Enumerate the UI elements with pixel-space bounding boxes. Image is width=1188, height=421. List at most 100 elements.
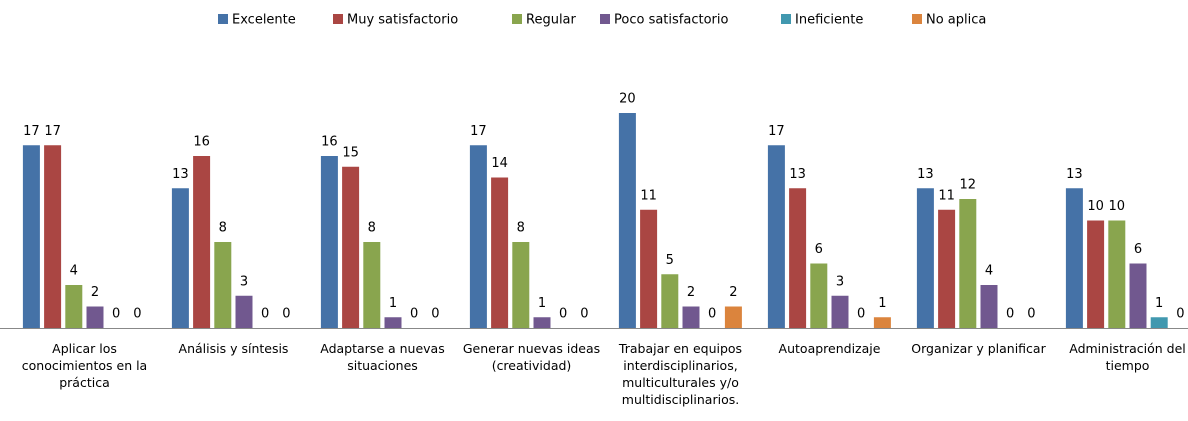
bar [831,295,849,328]
bar [789,188,807,328]
data-label: 4 [985,264,993,279]
bar [235,295,253,328]
data-label: 0 [261,307,269,322]
x-tick-label: Análisis y síntesis [178,341,289,356]
data-label: 4 [70,264,78,279]
bar [640,209,658,328]
bar [65,285,83,328]
legend-item: Ineficiente [781,13,863,28]
x-tick-label-box: Autoaprendizaje [778,341,881,356]
data-label: 2 [687,285,695,300]
data-label: 1 [538,296,546,311]
data-label: 0 [1176,307,1184,322]
data-label: 2 [91,285,99,300]
data-label: 0 [410,307,418,322]
x-tick-label-box: Análisis y síntesis [178,341,289,356]
legend-item: No aplica [912,13,986,28]
data-label: 8 [219,221,227,236]
data-label: 20 [619,92,636,107]
data-label: 13 [789,167,806,182]
legend-label: Excelente [232,13,296,28]
legend-swatch [218,14,228,24]
x-tick-label-box: Adaptarse a nuevas situaciones [320,341,445,373]
bar [363,242,381,328]
data-label: 11 [640,188,657,203]
bar [512,242,530,328]
data-label: 0 [857,307,865,322]
data-label: 0 [431,307,439,322]
bar [193,156,211,328]
bar [1129,263,1147,328]
x-tick-label: Aplicar los conocimientos en la práctica [21,341,148,390]
data-label: 10 [1087,199,1104,214]
bar [384,317,402,328]
legend-swatch [600,14,610,24]
data-label: 17 [23,124,40,139]
bar [661,274,679,328]
data-label: 1 [878,296,886,311]
data-label: 3 [240,274,248,289]
x-tick-label: Administración del tiempo [1069,341,1186,373]
data-label: 16 [193,135,210,150]
bar [959,199,977,328]
data-label: 0 [1006,307,1014,322]
bar [938,209,956,328]
data-label: 0 [282,307,290,322]
bar [1108,220,1126,328]
legend-swatch [781,14,791,24]
x-tick-label-box: Administración del tiempo [1069,341,1186,373]
data-label: 17 [768,124,785,139]
data-label: 11 [938,188,955,203]
x-tick-label: Adaptarse a nuevas situaciones [320,341,445,373]
bar [682,306,700,328]
bar [916,188,934,328]
data-label: 13 [1066,167,1083,182]
data-label: 0 [580,307,588,322]
data-label: 3 [836,274,844,289]
legend-item: Poco satisfactorio [600,13,728,28]
data-label: 1 [389,296,397,311]
bar [86,306,104,328]
x-tick-label: Trabajar en equipos interdisciplinarios,… [618,341,743,407]
data-label: 0 [708,307,716,322]
legend-label: Muy satisfactorio [347,13,458,28]
data-label: 1 [1155,296,1163,311]
x-tick-label: Organizar y planificar [911,341,1046,356]
bar [873,317,891,328]
x-tick-label-box: Organizar y planificar [911,341,1046,356]
x-tick-label: Autoaprendizaje [778,341,881,356]
legend-label: Ineficiente [795,13,863,28]
bar [320,156,338,328]
data-label: 13 [172,167,189,182]
data-label: 17 [44,124,61,139]
data-label: 14 [491,156,508,171]
legend-item: Regular [512,13,577,28]
data-label: 8 [517,221,525,236]
data-label: 8 [368,221,376,236]
bar [214,242,232,328]
bar [618,113,636,328]
bar [980,285,998,328]
data-label: 10 [1109,199,1126,214]
bar [22,145,40,328]
legend-swatch [512,14,522,24]
data-label: 0 [112,307,120,322]
x-tick-label-box: Generar nuevas ideas (creatividad) [463,341,600,373]
data-label: 16 [321,135,338,150]
legend-swatch [912,14,922,24]
bar [171,188,189,328]
data-label: 5 [666,253,674,268]
legend-label: Regular [526,13,577,28]
data-label: 17 [470,124,487,139]
legend-item: Muy satisfactorio [333,13,458,28]
data-label: 0 [133,307,141,322]
legend-label: No aplica [926,13,986,28]
data-label: 6 [1134,242,1142,257]
bar [810,263,828,328]
data-label: 12 [960,178,977,193]
x-tick-label-box: Trabajar en equipos interdisciplinarios,… [618,341,743,407]
bar [1150,317,1168,328]
bar [491,177,509,328]
legend-label: Poco satisfactorio [614,13,728,28]
bar [44,145,62,328]
